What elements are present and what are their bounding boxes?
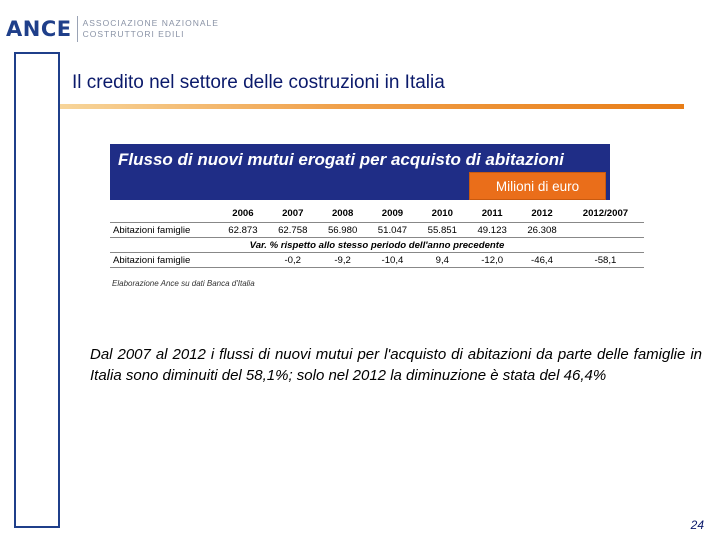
unit-badge: Milioni di euro bbox=[469, 172, 606, 200]
data-table: 2006 2007 2008 2009 2010 2011 2012 2012/… bbox=[110, 204, 644, 268]
column-header: 2011 bbox=[467, 204, 518, 223]
page-number: 24 bbox=[690, 518, 704, 532]
ance-logo: ANCE ASSOCIAZIONE NAZIONALE COSTRUTTORI … bbox=[6, 14, 219, 44]
title-underline bbox=[60, 104, 684, 109]
row-label: Abitazioni famiglie bbox=[110, 252, 218, 268]
column-header: 2012/2007 bbox=[566, 204, 644, 223]
column-header: 2012 bbox=[517, 204, 567, 223]
table-cell: -10,4 bbox=[367, 252, 418, 268]
table-subheader-row: Var. % rispetto allo stesso periodo dell… bbox=[110, 237, 644, 253]
column-header: 2009 bbox=[367, 204, 418, 223]
table-source-note: Elaborazione Ance su dati Banca d'Italia bbox=[112, 279, 255, 288]
table-cell: 62.758 bbox=[267, 222, 318, 238]
table-cell: -58,1 bbox=[566, 252, 644, 268]
table-subheader: Var. % rispetto allo stesso periodo dell… bbox=[110, 237, 644, 253]
table-cell: 51.047 bbox=[367, 222, 418, 238]
logo-mark: ANCE bbox=[6, 17, 72, 41]
table-cell: 9,4 bbox=[417, 252, 468, 268]
column-header: 2007 bbox=[267, 204, 318, 223]
table-title: Flusso di nuovi mutui erogati per acquis… bbox=[118, 150, 564, 169]
column-header: 2006 bbox=[218, 204, 268, 223]
table-cell: -9,2 bbox=[317, 252, 368, 268]
column-header: 2010 bbox=[417, 204, 468, 223]
column-header bbox=[110, 204, 218, 223]
table-cell: -12,0 bbox=[467, 252, 518, 268]
table-row: Abitazioni famiglie 62.873 62.758 56.980… bbox=[110, 222, 644, 238]
table-cell: 62.873 bbox=[218, 222, 268, 238]
table-cell: 55.851 bbox=[417, 222, 468, 238]
left-frame-bar bbox=[14, 52, 60, 528]
table-header-row: 2006 2007 2008 2009 2010 2011 2012 2012/… bbox=[110, 204, 644, 223]
slide-title: Il credito nel settore delle costruzioni… bbox=[72, 72, 445, 93]
row-label: Abitazioni famiglie bbox=[110, 222, 218, 238]
table-cell: -46,4 bbox=[517, 252, 567, 268]
table-cell: 26.308 bbox=[517, 222, 567, 238]
table-row: Abitazioni famiglie -0,2 -9,2 -10,4 9,4 … bbox=[110, 252, 644, 268]
table-cell bbox=[218, 252, 268, 268]
table-cell: 49.123 bbox=[467, 222, 518, 238]
logo-caption: ASSOCIAZIONE NAZIONALE COSTRUTTORI EDILI bbox=[83, 18, 219, 40]
logo-caption-line2: COSTRUTTORI EDILI bbox=[82, 29, 185, 39]
table-cell: -0,2 bbox=[267, 252, 318, 268]
table-cell: 56.980 bbox=[317, 222, 368, 238]
logo-divider bbox=[76, 16, 78, 42]
column-header: 2008 bbox=[317, 204, 368, 223]
logo-caption-line1: ASSOCIAZIONE NAZIONALE bbox=[82, 18, 219, 28]
commentary-text: Dal 2007 al 2012 i flussi di nuovi mutui… bbox=[90, 346, 702, 384]
table-cell bbox=[566, 222, 644, 238]
